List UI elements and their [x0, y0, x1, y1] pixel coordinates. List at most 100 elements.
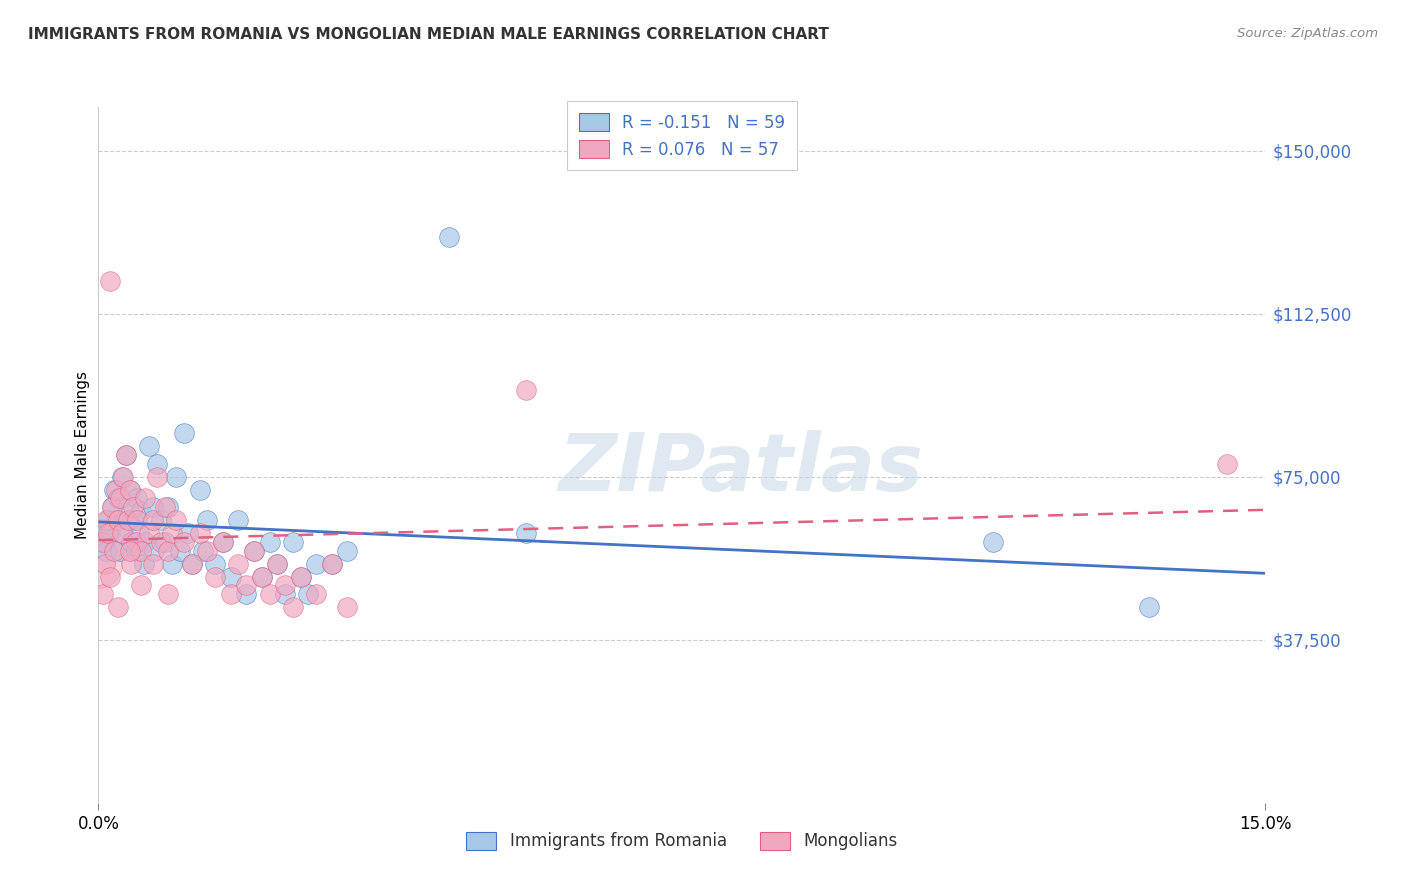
- Point: [188, 526, 211, 541]
- Point: [117, 500, 139, 514]
- Point: [243, 543, 266, 558]
- Point: [274, 578, 297, 592]
- Point: [149, 534, 172, 549]
- Point: [153, 500, 176, 514]
- Point: [125, 543, 148, 558]
- Point: [111, 526, 134, 541]
- Point: [146, 469, 169, 483]
- Point: [180, 557, 202, 571]
- Point: [281, 534, 304, 549]
- Point: [266, 557, 288, 571]
- Point: [103, 483, 125, 497]
- Point: [122, 500, 145, 514]
- Point: [104, 513, 127, 527]
- Point: [91, 587, 114, 601]
- Point: [104, 483, 127, 497]
- Point: [107, 491, 129, 506]
- Point: [219, 570, 242, 584]
- Point: [142, 513, 165, 527]
- Point: [169, 543, 191, 558]
- Point: [321, 557, 343, 571]
- Point: [98, 526, 121, 541]
- Point: [515, 383, 537, 397]
- Point: [193, 543, 215, 558]
- Point: [129, 578, 152, 592]
- Point: [180, 557, 202, 571]
- Point: [129, 543, 152, 558]
- Point: [195, 543, 218, 558]
- Point: [96, 513, 118, 527]
- Point: [290, 570, 312, 584]
- Point: [266, 557, 288, 571]
- Point: [157, 543, 180, 558]
- Point: [93, 534, 115, 549]
- Point: [195, 513, 218, 527]
- Point: [96, 543, 118, 558]
- Point: [212, 534, 235, 549]
- Point: [101, 500, 124, 514]
- Point: [129, 504, 152, 518]
- Point: [305, 587, 328, 601]
- Point: [274, 587, 297, 601]
- Point: [188, 483, 211, 497]
- Point: [111, 469, 134, 483]
- Point: [1137, 600, 1160, 615]
- Point: [235, 587, 257, 601]
- Point: [162, 557, 184, 571]
- Point: [134, 491, 156, 506]
- Point: [138, 439, 160, 453]
- Point: [165, 469, 187, 483]
- Point: [101, 500, 124, 514]
- Point: [165, 513, 187, 527]
- Point: [250, 570, 273, 584]
- Point: [122, 513, 145, 527]
- Point: [114, 448, 136, 462]
- Point: [290, 570, 312, 584]
- Point: [91, 534, 114, 549]
- Point: [107, 513, 129, 527]
- Point: [250, 570, 273, 584]
- Point: [107, 600, 129, 615]
- Point: [305, 557, 328, 571]
- Point: [321, 557, 343, 571]
- Point: [118, 483, 141, 497]
- Point: [91, 522, 114, 536]
- Point: [1215, 457, 1237, 471]
- Text: ZIPatlas: ZIPatlas: [558, 430, 922, 508]
- Point: [981, 534, 1004, 549]
- Point: [228, 557, 250, 571]
- Text: Source: ZipAtlas.com: Source: ZipAtlas.com: [1237, 27, 1378, 40]
- Point: [98, 570, 121, 584]
- Point: [134, 534, 156, 549]
- Point: [212, 534, 235, 549]
- Point: [146, 457, 169, 471]
- Point: [142, 500, 165, 514]
- Point: [120, 534, 142, 549]
- Point: [149, 513, 172, 527]
- Point: [281, 600, 304, 615]
- Point: [437, 230, 460, 244]
- Point: [87, 557, 110, 571]
- Point: [162, 526, 184, 541]
- Point: [98, 274, 121, 288]
- Point: [97, 526, 120, 541]
- Point: [259, 587, 281, 601]
- Point: [336, 600, 359, 615]
- Point: [103, 543, 125, 558]
- Point: [143, 543, 166, 558]
- Point: [118, 543, 141, 558]
- Point: [336, 543, 359, 558]
- Point: [219, 587, 242, 601]
- Point: [127, 513, 149, 527]
- Point: [157, 500, 180, 514]
- Point: [204, 557, 226, 571]
- Point: [515, 526, 537, 541]
- Point: [112, 526, 135, 541]
- Point: [132, 557, 155, 571]
- Point: [128, 526, 150, 541]
- Point: [259, 534, 281, 549]
- Point: [142, 557, 165, 571]
- Point: [297, 587, 319, 601]
- Point: [228, 513, 250, 527]
- Point: [93, 557, 115, 571]
